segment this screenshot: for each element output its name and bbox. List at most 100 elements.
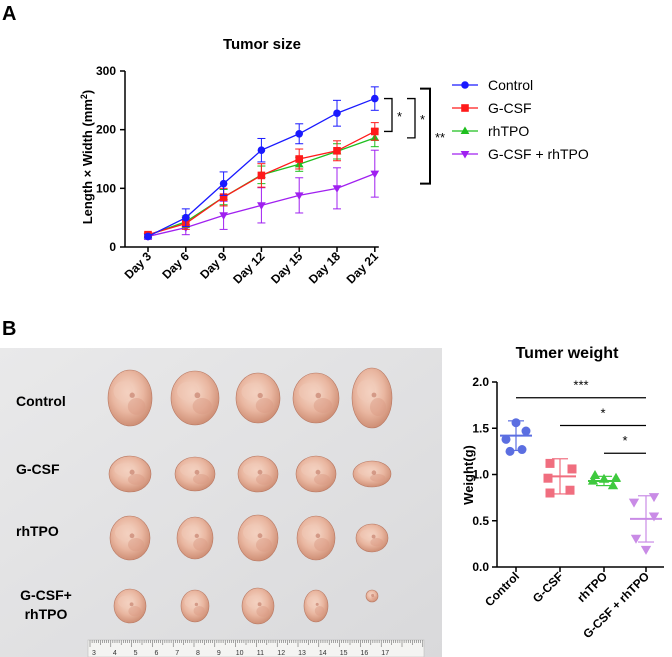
weight-point	[589, 470, 601, 480]
line-chart-title: Tumor size	[223, 36, 301, 53]
tumor-spot	[129, 533, 135, 539]
tumor-lobe	[118, 595, 133, 608]
tumor-lobe	[307, 596, 318, 608]
legend-label: Control	[488, 77, 533, 93]
tumor-sample	[235, 372, 281, 424]
tumor-spot	[194, 533, 199, 539]
tumor-lobe	[246, 595, 261, 608]
scatter-chart-title: Tumer weight	[516, 345, 619, 362]
tumor-lobe	[370, 474, 386, 482]
significance-label: **	[435, 130, 445, 145]
ruler-number: 16	[361, 650, 369, 657]
ruler-body	[87, 639, 425, 657]
weight-point	[565, 485, 575, 495]
data-point	[295, 129, 304, 138]
data-point	[332, 185, 342, 193]
tumor-sample	[296, 515, 336, 561]
significance-bracket	[384, 97, 393, 133]
ruler-number: 3	[92, 650, 96, 657]
tumor-lobe	[360, 529, 375, 540]
tumor-sample	[108, 455, 152, 493]
tumor-spot	[129, 392, 135, 398]
line-y-tick-label: 100	[96, 181, 116, 195]
data-point	[294, 192, 304, 200]
tumor-spot	[257, 392, 263, 399]
tumor-spot	[371, 534, 376, 539]
tumor-lobe	[127, 474, 145, 485]
tumor-lobe	[180, 463, 198, 476]
legend-marker	[461, 81, 469, 89]
ruler-number: 6	[154, 650, 158, 657]
weight-point	[545, 458, 555, 468]
tumor-spot	[315, 392, 322, 399]
line-x-tick-label: Day 12	[230, 249, 267, 286]
tumor-sample	[237, 455, 279, 493]
weight-point	[630, 534, 642, 544]
tumor-lobe	[243, 463, 261, 476]
data-point	[219, 193, 228, 201]
tumor-sample	[174, 456, 216, 492]
scatter-y-tick-label: 0.5	[472, 514, 489, 528]
tumor-spot	[315, 602, 319, 606]
tumor-lobe	[370, 538, 384, 547]
line-chart-ylabel: Length × Width (mm2)	[79, 90, 95, 225]
significance-label: ***	[573, 378, 588, 393]
legend-label: rhTPO	[488, 123, 529, 139]
data-point	[333, 109, 341, 118]
weight-point	[628, 498, 640, 508]
tumor-sample	[113, 588, 147, 624]
legend-marker	[461, 104, 469, 112]
tumor-sample	[355, 523, 389, 553]
tumor-lobe	[241, 383, 262, 401]
ruler-number: 14	[319, 650, 327, 657]
line-x-tick-label: Day 6	[159, 249, 192, 282]
significance-bracket	[420, 87, 431, 185]
tumor-lobe	[314, 606, 325, 616]
ruler-number: 13	[298, 650, 306, 657]
tumor-lobe	[370, 398, 386, 416]
row-label: rhTPO	[25, 606, 68, 622]
weight-point	[648, 512, 660, 522]
tumor-lobe	[298, 383, 320, 401]
weight-point	[501, 434, 511, 444]
weight-point	[607, 480, 619, 490]
tumor-lobe	[115, 524, 133, 541]
tumor-spot	[371, 392, 377, 398]
weight-point	[543, 473, 553, 483]
row-label: G-CSF+	[20, 587, 72, 603]
weight-point	[640, 545, 652, 555]
weight-point	[545, 488, 555, 498]
data-point	[219, 179, 228, 188]
tumor-lobe	[314, 474, 330, 485]
panel-b-label: B	[2, 318, 16, 340]
data-point	[144, 232, 152, 241]
tumor-lobe	[113, 381, 134, 401]
tumor-sample	[176, 516, 214, 560]
tumor-sample	[237, 514, 279, 562]
tumor-lobe	[367, 592, 373, 597]
row-label: G-CSF	[16, 461, 60, 477]
ruler-number: 12	[277, 650, 285, 657]
legend-label: G-CSF	[488, 100, 532, 116]
line-x-tick-label: Day 3	[122, 249, 155, 282]
tumor-sample	[352, 460, 392, 488]
scatter-x-tick-label: G-CSF	[530, 569, 566, 605]
tumor-lobe	[193, 606, 205, 616]
tumor-lobe	[184, 596, 198, 608]
tumor-sample	[241, 587, 275, 625]
row-label: Control	[16, 393, 66, 409]
legend-marker	[460, 150, 470, 159]
weight-point	[610, 472, 622, 482]
tumor-sample	[107, 369, 153, 427]
significance-label: *	[600, 405, 605, 420]
tumor-spot	[194, 469, 200, 475]
scatter-y-tick-label: 2.0	[472, 375, 489, 389]
tumor-weight-chart: Tumer weight Weight(g) 0.0 0.5 1.0 1.5 2.0 Co…	[461, 345, 664, 641]
tumor-lobe	[301, 463, 319, 476]
tumor-spot	[129, 602, 134, 607]
tumor-sample	[109, 515, 151, 561]
significance-bracket	[407, 97, 416, 139]
weight-point	[567, 464, 577, 474]
legend-marker	[460, 126, 470, 135]
